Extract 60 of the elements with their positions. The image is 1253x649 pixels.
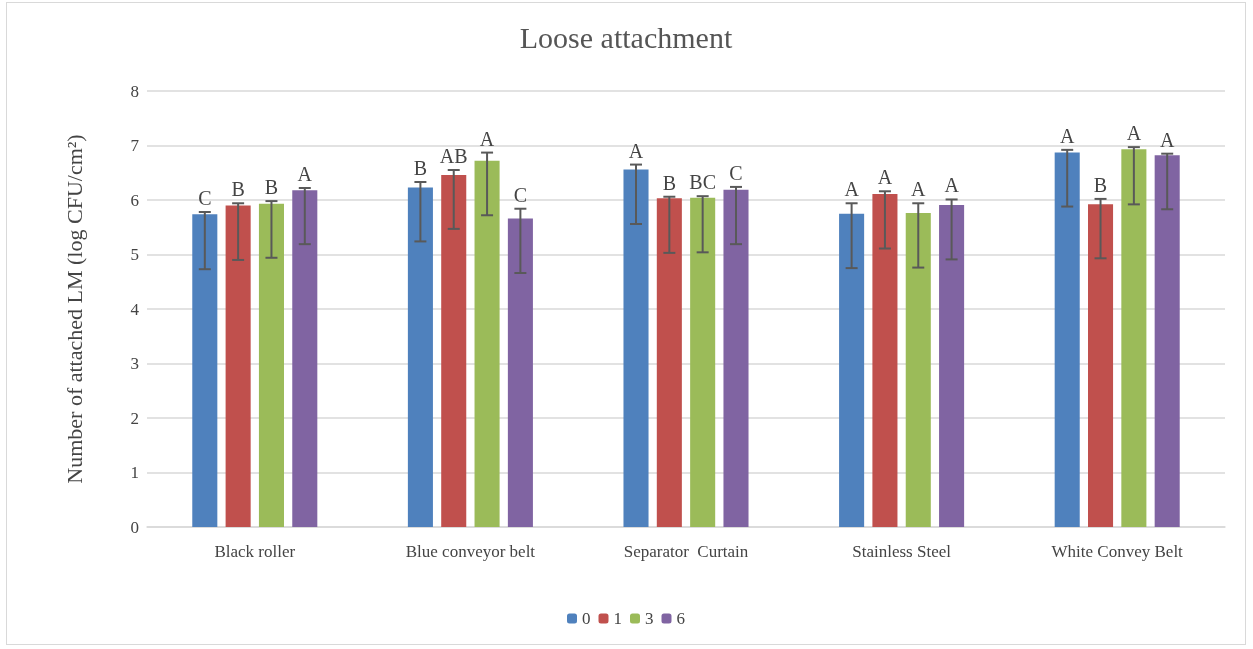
data-label: A	[1126, 122, 1142, 145]
data-label: A	[1059, 124, 1075, 147]
x-tick-label: Black roller	[214, 542, 296, 561]
y-axis-title: Number of attached LM (log CFU/cm²)	[61, 134, 87, 484]
x-tick-label: Blue conveyor belt	[405, 542, 536, 561]
x-tick-label: Stainless Steel	[852, 542, 952, 561]
y-tick-label: 8	[130, 81, 139, 101]
bar	[872, 194, 898, 527]
data-label: B	[231, 178, 245, 201]
legend-label: 1	[613, 609, 622, 628]
y-tick-label: 3	[130, 354, 139, 373]
data-label: B	[264, 176, 279, 199]
bar	[839, 213, 865, 527]
y-tick-label: 1	[130, 463, 139, 482]
legend-label: 0	[582, 609, 591, 628]
chart-title: Loose attachment	[519, 20, 733, 54]
bar	[192, 214, 218, 527]
data-label: B	[413, 157, 428, 180]
y-tick-label: 2	[130, 408, 139, 428]
data-label: A	[628, 139, 644, 162]
bar	[690, 197, 716, 527]
y-tick-label: 7	[130, 136, 140, 155]
data-label: A	[479, 127, 495, 150]
y-tick-label: 5	[130, 245, 139, 264]
data-label: A	[844, 178, 860, 201]
data-label: AB	[439, 145, 468, 168]
bar	[474, 160, 500, 527]
bar	[905, 213, 931, 527]
bar	[1154, 155, 1180, 527]
data-label: A	[911, 178, 927, 201]
x-tick-label: Separator Curtain	[623, 542, 749, 561]
bar	[292, 190, 318, 527]
data-label: A	[877, 166, 893, 189]
data-label: A	[1159, 128, 1175, 151]
bar	[723, 189, 749, 527]
data-label: A	[944, 174, 960, 197]
bar	[407, 187, 433, 527]
data-label: C	[198, 186, 212, 209]
data-label: A	[297, 163, 313, 186]
y-tick-label: 6	[130, 190, 139, 210]
legend-label: 6	[676, 609, 685, 628]
bar	[939, 204, 965, 527]
bar	[656, 198, 682, 527]
bar	[258, 203, 284, 527]
y-tick-label: 0	[130, 517, 139, 537]
legend-label: 3	[645, 609, 654, 628]
data-label: C	[513, 183, 528, 206]
bar	[1121, 149, 1147, 527]
bar	[225, 205, 251, 527]
data-label: B	[1093, 173, 1108, 196]
x-tick-label: White Convey Belt	[1051, 542, 1184, 561]
bar	[1054, 152, 1080, 527]
data-label: C	[729, 161, 743, 184]
data-label: BC	[689, 171, 717, 194]
data-label: B	[662, 171, 677, 194]
bar	[623, 169, 649, 527]
bar	[507, 218, 533, 527]
y-tick-label: 4	[130, 299, 140, 319]
bar	[441, 174, 467, 527]
bar	[1088, 204, 1114, 527]
